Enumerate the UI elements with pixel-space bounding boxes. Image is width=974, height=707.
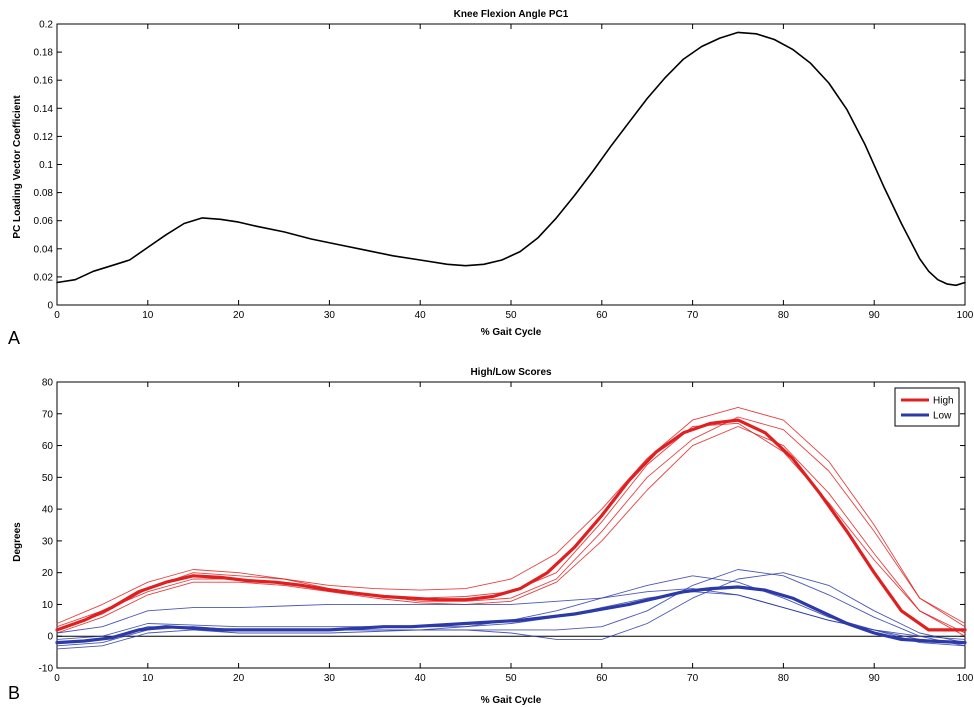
x-tick-label: 90 bbox=[869, 673, 881, 684]
y-tick-label: 20 bbox=[42, 568, 54, 579]
x-tick-label: 80 bbox=[778, 310, 790, 321]
chart-title: Knee Flexion Angle PC1 bbox=[454, 9, 569, 20]
x-tick-label: 0 bbox=[54, 310, 60, 321]
x-tick-label: 100 bbox=[957, 673, 974, 684]
x-tick-label: 30 bbox=[324, 673, 336, 684]
y-tick-label: 60 bbox=[42, 441, 54, 452]
y-tick-label: 0.06 bbox=[34, 216, 54, 227]
y-tick-label: 0 bbox=[47, 632, 53, 643]
y-axis-label: Degrees bbox=[12, 522, 23, 562]
x-tick-label: 20 bbox=[233, 310, 245, 321]
x-tick-label: 60 bbox=[596, 310, 608, 321]
high-mean-series-line bbox=[55, 418, 967, 632]
x-tick-label: 50 bbox=[505, 673, 517, 684]
x-tick-label: 90 bbox=[869, 310, 881, 321]
panel-label: A bbox=[8, 328, 20, 348]
y-tick-label: 50 bbox=[42, 473, 54, 484]
low-individual-series-line bbox=[56, 569, 966, 650]
x-tick-label: 40 bbox=[415, 673, 427, 684]
x-tick-label: 50 bbox=[505, 310, 517, 321]
y-tick-label: 0.12 bbox=[34, 132, 54, 143]
panel-b-high-low-scores: High/Low Scores % Gait Cycle Degrees B 0… bbox=[8, 367, 974, 706]
high-individual-series-line bbox=[56, 406, 966, 624]
y-tick-label: 0.18 bbox=[34, 48, 54, 59]
y-tick-label: 0 bbox=[47, 301, 53, 312]
y-tick-label: 30 bbox=[42, 536, 54, 547]
y-tick-label: 0.1 bbox=[39, 160, 53, 171]
low-individual-series-line bbox=[56, 591, 966, 644]
plot-area-frame bbox=[56, 23, 966, 306]
x-axis-label: % Gait Cycle bbox=[481, 695, 542, 706]
legend-label-high: High bbox=[933, 396, 954, 407]
x-tick-label: 70 bbox=[687, 673, 699, 684]
y-tick-label: 10 bbox=[42, 600, 54, 611]
x-tick-label: 40 bbox=[415, 310, 427, 321]
x-tick-label: 10 bbox=[142, 673, 154, 684]
y-tick-label: 0.14 bbox=[34, 104, 54, 115]
y-tick-label: 0.04 bbox=[34, 244, 54, 255]
legend-box bbox=[894, 387, 960, 427]
high-individual-series-line bbox=[56, 416, 966, 631]
x-tick-label: 10 bbox=[142, 310, 154, 321]
x-tick-label: 30 bbox=[324, 310, 336, 321]
y-tick-label: 80 bbox=[42, 378, 54, 389]
x-tick-label: 0 bbox=[54, 673, 60, 684]
x-tick-label: 80 bbox=[778, 673, 790, 684]
low-mean-series-line bbox=[55, 585, 967, 645]
x-tick-label: 20 bbox=[233, 673, 245, 684]
panel-label: B bbox=[8, 683, 20, 703]
y-tick-label: 0.08 bbox=[34, 188, 54, 199]
y-tick-label: 0.02 bbox=[34, 272, 54, 283]
x-tick-label: 70 bbox=[687, 310, 699, 321]
y-tick-label: 0.2 bbox=[39, 20, 53, 31]
high-individual-series-line bbox=[56, 426, 966, 637]
y-tick-label: 70 bbox=[42, 409, 54, 420]
x-axis-label: % Gait Cycle bbox=[481, 327, 542, 338]
chart-title: High/Low Scores bbox=[470, 367, 552, 378]
x-tick-label: 60 bbox=[596, 673, 608, 684]
y-tick-label: 0.16 bbox=[34, 76, 54, 87]
series-line bbox=[56, 31, 966, 287]
x-tick-label: 100 bbox=[957, 310, 974, 321]
panel-a-knee-flexion-pc1: Knee Flexion Angle PC1 % Gait Cycle PC L… bbox=[8, 9, 974, 348]
legend-label-low: Low bbox=[933, 411, 952, 422]
y-tick-label: -10 bbox=[39, 664, 54, 675]
y-tick-label: 40 bbox=[42, 505, 54, 516]
y-axis-label: PC Loading Vector Coefficient bbox=[12, 95, 23, 239]
